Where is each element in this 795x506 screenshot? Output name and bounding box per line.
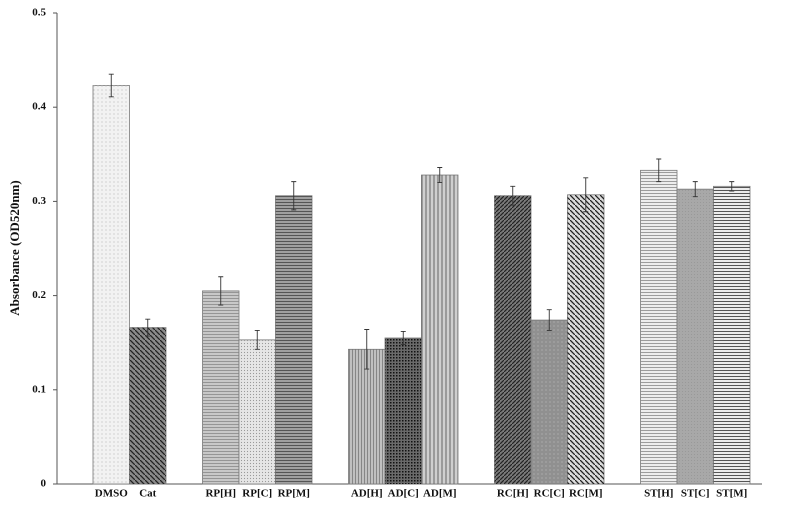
error-bar	[656, 158, 662, 183]
error-bar	[692, 181, 698, 198]
x-tick-label: RC[C]	[534, 488, 565, 500]
bar	[640, 169, 678, 485]
error-bar	[291, 181, 297, 211]
bar	[530, 319, 568, 485]
x-tick-label: AD[C]	[388, 488, 419, 500]
x-tick-label: RC[H]	[497, 488, 529, 500]
error-bar	[400, 330, 406, 346]
y-tick-label: 0.2	[32, 289, 46, 301]
bar	[676, 188, 714, 485]
x-tick-label: RP[C]	[242, 488, 272, 500]
x-tick-label: ST[M]	[716, 488, 747, 500]
x-tick-label: RP[H]	[205, 488, 236, 500]
x-tick-label: DMSO	[95, 488, 128, 500]
error-bar	[437, 167, 443, 184]
x-tick-label: RC[M]	[569, 488, 603, 500]
x-tick-label: AD[M]	[423, 488, 457, 500]
x-tick-label: AD[H]	[351, 488, 383, 500]
error-bar	[218, 276, 224, 306]
bar	[129, 327, 167, 485]
error-bar	[546, 309, 552, 331]
bar	[238, 339, 276, 485]
bar	[421, 174, 459, 485]
bar	[275, 195, 313, 485]
bar	[713, 185, 751, 485]
error-bar	[583, 177, 589, 213]
x-tick-label: ST[C]	[681, 488, 710, 500]
error-bar	[108, 73, 114, 98]
y-axis-label: Absorbance (OD520nm)	[7, 180, 22, 315]
error-bar	[254, 330, 260, 350]
error-bar	[729, 181, 735, 192]
y-tick-label: 0.3	[32, 195, 46, 207]
y-tick-label: 0	[41, 478, 47, 490]
x-tick-label: RP[M]	[278, 488, 310, 500]
bar	[202, 290, 240, 485]
bar	[494, 195, 532, 485]
y-tick-label: 0.4	[32, 101, 46, 113]
error-bar	[364, 329, 370, 370]
bar	[567, 194, 605, 485]
y-tick-label: 0.5	[32, 7, 46, 19]
x-tick-label: ST[H]	[644, 488, 673, 500]
error-bar	[510, 185, 516, 206]
bar	[384, 337, 422, 485]
bar	[92, 85, 130, 485]
x-tick-label: Cat	[139, 488, 156, 500]
error-bar	[145, 318, 151, 337]
y-tick-label: 0.1	[32, 383, 46, 395]
